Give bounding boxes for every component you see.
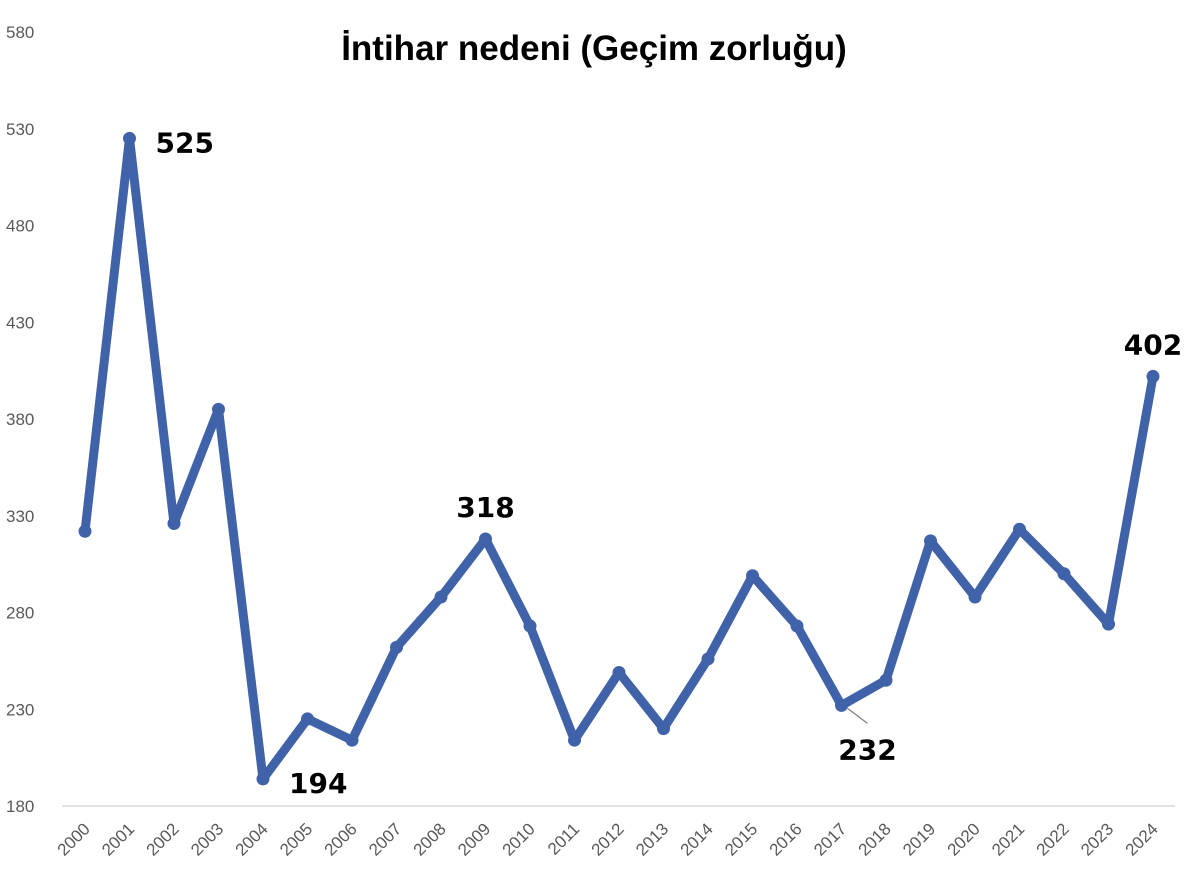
data-label: 194 [289,767,347,800]
data-point [345,733,359,747]
y-tick-label: 530 [6,120,34,139]
data-point [746,569,759,583]
data-point [1102,617,1115,631]
x-tick-label: 2021 [988,819,1028,859]
data-point [167,516,181,530]
x-tick-label: 2016 [766,819,806,859]
series-line [80,133,1158,784]
data-point [479,532,492,546]
x-tick-label: 2009 [454,819,494,859]
x-tick-label: 2010 [499,819,539,859]
data-label: 402 [1124,328,1182,361]
chart-title: İntihar nedeni (Geçim zorluğu) [341,29,847,68]
data-point [1013,522,1026,536]
x-axis-ticks: 2000 2001 2002 2003 2004 2005 2006 2007 2008 2009… [54,819,1162,859]
x-tick-label: 2000 [54,819,94,859]
data-point [701,652,715,666]
x-tick-label: 2020 [944,819,984,859]
data-point [968,590,982,604]
x-tick-label: 2002 [143,819,183,859]
series-layer [78,131,1160,786]
data-label: 232 [838,733,896,766]
x-tick-label: 2012 [588,819,628,859]
data-point [1057,567,1071,581]
data-point [612,665,626,679]
y-axis-ticks: 180 230 280 330 380 430 480 530 580 [6,23,34,816]
x-tick-label: 2005 [276,819,316,859]
y-tick-label: 430 [6,313,34,332]
y-tick-label: 230 [6,700,34,719]
x-tick-label: 2011 [544,819,583,858]
y-tick-label: 580 [6,23,34,42]
data-point [523,619,537,633]
data-point [256,772,270,786]
y-tick-label: 330 [6,507,34,526]
x-tick-label: 2019 [899,819,939,859]
x-tick-label: 2024 [1122,819,1162,859]
data-point [568,733,581,747]
x-tick-label: 2013 [632,819,672,859]
data-point [657,722,670,736]
y-tick-label: 480 [6,217,34,236]
data-point [1146,369,1160,383]
x-tick-label: 2018 [855,819,895,859]
y-tick-label: 380 [6,410,34,429]
x-tick-label: 2007 [365,819,405,859]
data-point [434,590,448,604]
data-point [123,131,136,145]
data-point [301,712,314,726]
data-point [924,534,937,548]
data-label-leader [847,707,868,724]
data-point [879,673,893,687]
data-label: 525 [156,126,214,159]
data-point [78,524,92,538]
x-tick-label: 2017 [810,819,850,859]
data-label: 318 [456,491,514,524]
data-point [790,619,804,633]
x-tick-label: 2006 [321,819,361,859]
y-tick-label: 280 [6,604,34,623]
x-tick-label: 2015 [721,819,761,859]
x-tick-label: 2001 [98,819,138,859]
x-tick-label: 2023 [1077,819,1117,859]
x-tick-label: 2022 [1033,819,1073,859]
x-tick-label: 2014 [677,819,717,859]
data-point [835,698,848,712]
data-point [212,402,225,416]
data-labels: 525 194 318 232 402 [156,126,1183,799]
x-tick-label: 2004 [232,819,272,859]
data-point [390,640,403,654]
x-tick-label: 2008 [410,819,450,859]
x-tick-label: 2003 [187,819,227,859]
y-tick-label: 180 [6,797,34,816]
